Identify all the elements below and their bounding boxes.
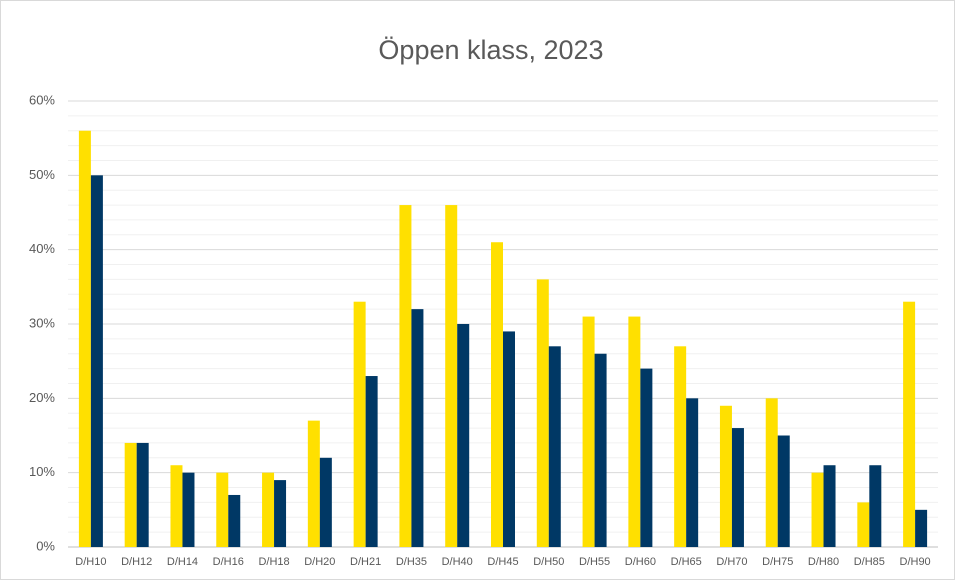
x-tick-label: D/H80 bbox=[808, 556, 839, 568]
bar bbox=[228, 494, 241, 547]
x-tick-label: D/H90 bbox=[900, 556, 931, 568]
bar bbox=[262, 472, 275, 547]
y-tick-label: 30% bbox=[29, 315, 55, 330]
bar bbox=[319, 457, 332, 547]
bar bbox=[731, 428, 744, 547]
x-tick-label: D/H14 bbox=[167, 556, 198, 568]
x-tick-label: D/H65 bbox=[671, 556, 702, 568]
x-tick-label: D/H50 bbox=[533, 556, 564, 568]
y-tick-label: 10% bbox=[29, 464, 55, 479]
y-tick-label: 40% bbox=[29, 241, 55, 256]
bar bbox=[307, 420, 320, 547]
x-tick-label: D/H70 bbox=[716, 556, 747, 568]
x-tick-label: D/H60 bbox=[625, 556, 656, 568]
x-tick-label: D/H21 bbox=[350, 556, 381, 568]
x-tick-label: D/H20 bbox=[304, 556, 335, 568]
bar bbox=[365, 376, 378, 547]
bar bbox=[548, 346, 561, 547]
bar bbox=[674, 346, 687, 547]
x-tick-label: D/H12 bbox=[121, 556, 152, 568]
bar bbox=[823, 465, 836, 547]
x-tick-label: D/H18 bbox=[258, 556, 289, 568]
bar bbox=[136, 442, 149, 547]
bar bbox=[811, 472, 824, 547]
bar bbox=[777, 435, 790, 547]
x-tick-label: D/H10 bbox=[75, 556, 106, 568]
chart-title: Öppen klass, 2023 bbox=[378, 35, 603, 65]
bar bbox=[274, 480, 287, 547]
y-tick-label: 20% bbox=[29, 390, 55, 405]
bar bbox=[124, 442, 137, 547]
x-tick-label: D/H55 bbox=[579, 556, 610, 568]
bar bbox=[915, 509, 928, 547]
y-tick-label: 0% bbox=[36, 538, 55, 553]
bar bbox=[411, 309, 424, 547]
bar bbox=[719, 405, 732, 547]
bar bbox=[503, 331, 515, 547]
bar bbox=[491, 242, 503, 547]
x-tick-label: D/H35 bbox=[396, 556, 427, 568]
bar bbox=[457, 324, 470, 547]
x-tick-label: D/H85 bbox=[854, 556, 885, 568]
bar bbox=[869, 465, 882, 547]
x-tick-label: D/H75 bbox=[762, 556, 793, 568]
bar bbox=[628, 316, 641, 547]
bar bbox=[640, 368, 653, 547]
bar bbox=[353, 301, 366, 547]
bar bbox=[594, 353, 607, 547]
bar bbox=[686, 398, 699, 547]
bar bbox=[765, 398, 778, 547]
y-tick-label: 60% bbox=[29, 92, 55, 107]
bar bbox=[90, 175, 103, 548]
bar bbox=[399, 205, 412, 548]
x-tick-label: D/H40 bbox=[442, 556, 473, 568]
bar bbox=[857, 502, 870, 547]
bar bbox=[182, 472, 195, 547]
bar bbox=[78, 130, 91, 547]
x-tick-label: D/H45 bbox=[487, 556, 518, 568]
bar bbox=[216, 472, 229, 547]
bar bbox=[582, 316, 595, 547]
y-tick-label: 50% bbox=[29, 167, 55, 182]
bar bbox=[170, 465, 183, 547]
bar bbox=[536, 279, 549, 547]
bar bbox=[903, 301, 916, 547]
bar bbox=[445, 205, 458, 548]
x-tick-label: D/H16 bbox=[213, 556, 244, 568]
